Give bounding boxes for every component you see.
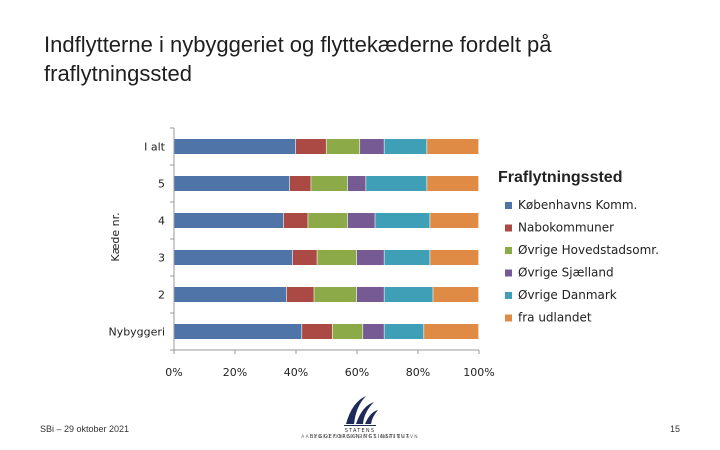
bar-segment-1-5 bbox=[427, 176, 479, 191]
category-label: 3 bbox=[158, 252, 165, 265]
bar-segment-3-1 bbox=[292, 250, 317, 265]
bar-segment-1-3 bbox=[347, 176, 366, 191]
bar-segment-2-4 bbox=[375, 213, 430, 228]
bar-segment-1-4 bbox=[366, 176, 427, 191]
x-tick-label: 20% bbox=[223, 366, 247, 379]
legend-swatch bbox=[505, 224, 512, 232]
bar-segment-0-4 bbox=[384, 139, 427, 154]
bar-segment-0-0 bbox=[174, 139, 296, 154]
bar-segment-2-1 bbox=[283, 213, 308, 228]
legend-swatch bbox=[505, 269, 512, 277]
bar-segment-3-2 bbox=[317, 250, 357, 265]
legend-entry: Københavns Komm. bbox=[518, 198, 637, 212]
sbi-logo: STATENS BYGGEFORSKNINGSINSTITUT AALBORG … bbox=[300, 392, 420, 444]
legend-swatch bbox=[505, 202, 512, 209]
bar-segment-4-0 bbox=[174, 287, 287, 302]
bar-segment-2-3 bbox=[347, 213, 375, 228]
bar-segment-3-0 bbox=[174, 250, 293, 265]
bar-segment-5-0 bbox=[174, 324, 302, 339]
legend-entry: fra udlandet bbox=[518, 311, 592, 325]
bar-segment-0-2 bbox=[326, 139, 360, 154]
bar-segment-4-4 bbox=[384, 287, 433, 302]
logo-institute-text: STATENS BYGGEFORSKNINGSINSTITUT bbox=[309, 428, 411, 440]
bar-segment-0-1 bbox=[296, 139, 326, 154]
bar-segment-5-1 bbox=[302, 324, 332, 339]
x-tick-label: 80% bbox=[406, 366, 430, 379]
bars-group bbox=[174, 139, 479, 339]
bar-segment-3-4 bbox=[384, 250, 430, 265]
bar-segment-2-2 bbox=[308, 213, 348, 228]
legend-swatch bbox=[505, 292, 512, 299]
x-tick-labels-group: 0% 20% 40% 60% 80% 100% bbox=[165, 366, 494, 379]
bar-segment-1-0 bbox=[174, 176, 290, 191]
bar-segment-0-3 bbox=[360, 139, 384, 154]
bar-segment-1-2 bbox=[311, 176, 348, 191]
bar-segment-4-2 bbox=[314, 287, 357, 302]
x-tick-label: 0% bbox=[165, 366, 182, 379]
bar-segment-4-5 bbox=[433, 287, 479, 302]
category-label: Nybyggeri bbox=[108, 326, 165, 339]
footer-date: SBi – 29 oktober 2021 bbox=[40, 424, 130, 434]
bar-segment-5-5 bbox=[424, 324, 479, 339]
bar-segment-3-3 bbox=[357, 250, 384, 265]
bar-segment-5-3 bbox=[363, 324, 384, 339]
legend-title: Fraflytningssted bbox=[498, 169, 622, 186]
axes-group bbox=[170, 127, 480, 354]
legend-swatch bbox=[505, 314, 512, 322]
legend-entry: Øvrige Sjælland bbox=[518, 266, 614, 280]
legend-entry: Øvrige Hovedstadsomr. bbox=[518, 243, 659, 257]
bar-segment-5-4 bbox=[384, 324, 424, 339]
legend: Københavns Komm. Nabokommuner Øvrige Hoved… bbox=[505, 198, 659, 325]
bar-segment-0-5 bbox=[427, 139, 479, 154]
page-number: 15 bbox=[669, 424, 680, 434]
logo-mark-icon bbox=[344, 396, 378, 426]
category-label: 2 bbox=[158, 289, 165, 302]
x-tick-label: 60% bbox=[345, 366, 369, 379]
stacked-bar-chart: I alt 5 4 3 2 Nybyggeri 0% 20% 40% 60% 80% 100% Kæ… bbox=[108, 127, 659, 379]
x-tick-label: 100% bbox=[463, 366, 494, 379]
bar-segment-4-1 bbox=[286, 287, 314, 302]
bar-segment-5-2 bbox=[332, 324, 363, 339]
category-labels-group: I alt 5 4 3 2 Nybyggeri bbox=[108, 141, 165, 339]
logo-university-text: AALBORG UNIVERSITET KØBENHAVN bbox=[301, 435, 419, 440]
category-label: I alt bbox=[144, 141, 166, 154]
legend-entry: Nabokommuner bbox=[518, 221, 614, 235]
bar-segment-1-1 bbox=[289, 176, 311, 191]
y-axis-label: Kæde nr. bbox=[109, 212, 122, 261]
x-tick-label: 40% bbox=[284, 366, 308, 379]
bar-segment-4-3 bbox=[357, 287, 384, 302]
category-label: 4 bbox=[158, 215, 165, 228]
bar-segment-2-0 bbox=[174, 213, 284, 228]
category-label: 5 bbox=[158, 178, 165, 191]
bar-segment-2-5 bbox=[430, 213, 479, 228]
slide-title: Indflytterne i nybyggeriet og flyttekæde… bbox=[44, 32, 552, 86]
bar-segment-3-5 bbox=[430, 250, 479, 265]
legend-entry: Øvrige Danmark bbox=[518, 288, 617, 302]
legend-swatch bbox=[505, 247, 512, 254]
